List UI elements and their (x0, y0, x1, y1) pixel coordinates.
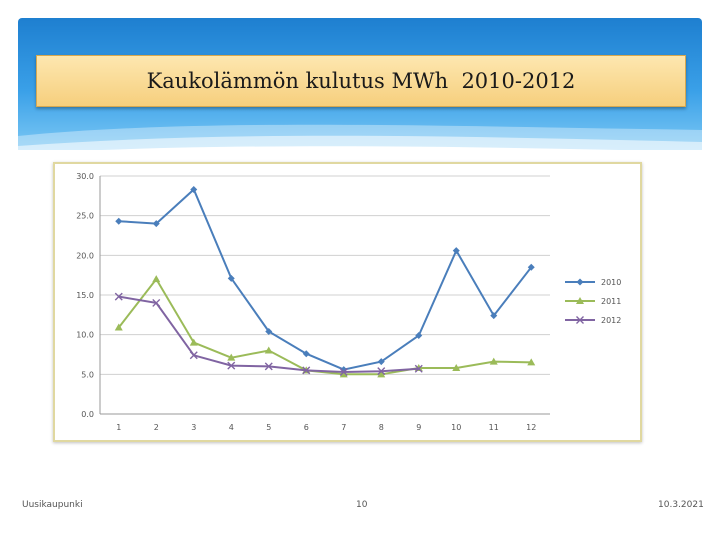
data-point-2011 (452, 363, 461, 371)
x-tick-label: 12 (526, 423, 536, 432)
data-point-2010 (452, 247, 460, 255)
data-point-2010 (265, 327, 273, 335)
data-point-2010 (302, 350, 310, 358)
legend-label-2012: 2012 (601, 316, 621, 325)
y-tick-label: 30.0 (76, 172, 94, 181)
data-point-2011 (377, 370, 386, 378)
x-tick-label: 1 (116, 423, 121, 432)
data-point-2011 (264, 346, 273, 354)
data-point-2011 (227, 353, 236, 361)
legend-marker-2010 (576, 278, 584, 286)
data-point-2012 (114, 292, 123, 301)
footer-page-number: 10 (356, 500, 368, 510)
data-point-2010 (115, 217, 123, 225)
y-tick-label: 5.0 (81, 370, 94, 379)
series-line-2010 (118, 187, 533, 371)
data-point-2012 (264, 362, 273, 371)
data-point-2010 (527, 263, 535, 271)
wave-decoration (18, 124, 702, 150)
x-tick-label: 10 (451, 423, 461, 432)
data-point-2012 (189, 351, 198, 360)
data-point-2010 (490, 312, 498, 320)
data-point-2011 (152, 275, 161, 283)
data-point-2011 (189, 338, 198, 346)
legend-label-2011: 2011 (601, 297, 621, 306)
x-tick-label: 8 (379, 423, 384, 432)
y-tick-label: 25.0 (76, 212, 94, 221)
data-point-2011 (114, 323, 123, 331)
slide-title: Kaukolämmön kulutus MWh 2010-2012 (146, 69, 576, 93)
data-point-2012 (227, 361, 236, 370)
data-point-2011 (527, 358, 536, 366)
data-point-2012 (414, 364, 423, 373)
y-tick-label: 20.0 (76, 251, 94, 260)
legend-marker-2011 (576, 297, 584, 304)
data-point-2012 (302, 366, 311, 375)
y-tick-label: 10.0 (76, 331, 94, 340)
data-point-2011 (489, 357, 498, 365)
chart-frame: 0.0 5.0 10.0 15.0 20.0 25.0 30.0 1 2 3 4 5 6 7 8 9 10 11 1… (53, 162, 642, 442)
data-point-2012 (152, 298, 161, 307)
data-point-2010 (227, 274, 235, 282)
legend-marker-2012 (576, 316, 584, 324)
y-tick-label: 0.0 (81, 410, 94, 419)
x-tick-label: 2 (154, 423, 159, 432)
data-point-2010 (377, 358, 385, 366)
x-tick-label: 7 (341, 423, 346, 432)
data-point-2012 (339, 367, 348, 376)
line-chart: 0.05.010.015.020.025.030.01 2 3 4 5 6 7 8 9 10 11 1… (76, 172, 621, 432)
x-tick-label: 11 (489, 423, 499, 432)
legend-label-2010: 2010 (601, 278, 621, 287)
data-point-2011 (339, 370, 348, 378)
data-point-2010 (152, 220, 160, 228)
data-point-2012 (377, 367, 386, 376)
x-tick-label: 4 (229, 423, 234, 432)
footer-date: 10.3.2021 (658, 500, 704, 510)
x-tick-label: 3 (191, 423, 196, 432)
title-box: Kaukolämmön kulutus MWh 2010-2012 (36, 55, 686, 107)
x-tick-label: 9 (416, 423, 421, 432)
data-point-2010 (415, 331, 423, 339)
data-point-2010 (190, 185, 198, 193)
footer-organization: Uusikaupunki (22, 500, 83, 510)
x-tick-label: 6 (304, 423, 309, 432)
series-line-2011 (118, 277, 532, 376)
y-tick-label: 15.0 (76, 291, 94, 300)
x-tick-label: 5 (266, 423, 271, 432)
